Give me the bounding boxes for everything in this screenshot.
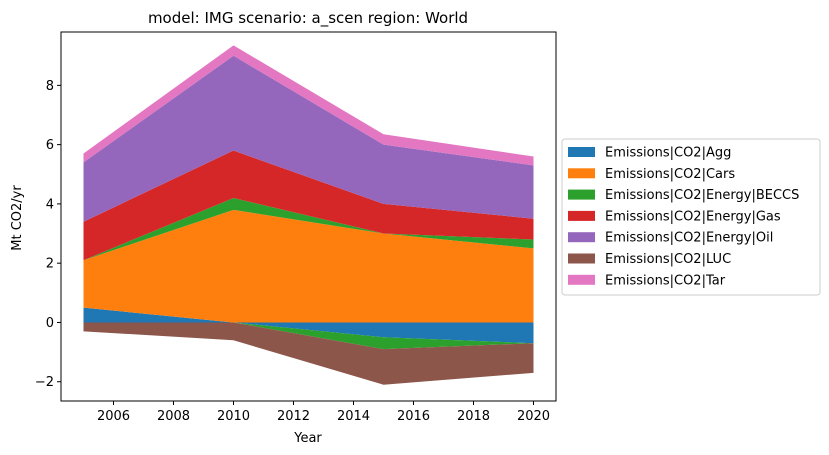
legend-label-co2-agg: Emissions|CO2|Agg [605,146,731,161]
y-tick-label: 8 [46,79,54,94]
x-axis-ticks: 2006 2008 2010 2012 2014 2016 2018 2020 [97,401,550,424]
area-co2-energy-oil-positive [83,55,534,222]
plot-frame [60,31,557,402]
area-co2-luc-negative [83,322,534,385]
legend-label-co2-energy-oil: Emissions|CO2|Energy|Oil [605,231,773,246]
legend-swatch-co2-agg [568,147,595,157]
area-co2-energy-beccs-negative [83,322,534,350]
y-axis-title: Mt CO2/yr [10,185,25,251]
chart-title: model: IMG scenario: a_scen region: Worl… [148,9,468,28]
x-tick-label: 2006 [97,409,130,424]
x-axis-title: Year [293,431,322,446]
legend-label-co2-energy-beccs: Emissions|CO2|Energy|BECCS [605,188,799,203]
x-tick-label: 2012 [277,409,310,424]
y-axis-ticks: −2 0 2 4 6 8 [35,79,61,390]
area-series-group [83,45,534,385]
y-tick-label: −2 [35,375,54,390]
x-tick-label: 2014 [337,409,370,424]
x-tick-label: 2008 [157,409,190,424]
legend-swatch-co2-luc [568,253,595,264]
x-tick-label: 2020 [517,409,550,424]
y-tick-label: 2 [46,257,54,272]
legend-swatch-co2-tar [568,274,595,285]
x-tick-label: 2016 [397,409,430,424]
x-tick-label: 2010 [217,409,250,424]
y-tick-label: 0 [46,316,54,331]
legend-label-co2-cars: Emissions|CO2|Cars [605,167,735,182]
legend: Emissions|CO2|Agg Emissions|CO2|Cars Emiss… [561,138,821,296]
x-tick-label: 2018 [457,409,490,424]
area-co2-cars-positive [83,209,534,323]
area-co2-tar-positive [83,45,534,166]
area-co2-agg-positive [83,307,534,323]
legend-swatch-co2-energy-beccs [568,189,595,200]
area-co2-agg-negative [83,322,534,344]
legend-label-co2-energy-gas: Emissions|CO2|Energy|Gas [605,209,781,224]
area-co2-energy-beccs-positive [83,197,534,261]
legend-swatch-co2-energy-gas [568,210,595,221]
legend-swatch-co2-energy-oil [568,232,595,243]
legend-box [561,138,821,296]
legend-swatch-co2-cars [568,168,595,179]
legend-label-co2-tar: Emissions|CO2|Tar [605,273,726,288]
area-co2-energy-gas-positive [83,150,534,261]
legend-label-co2-luc: Emissions|CO2|LUC [605,252,731,267]
y-tick-label: 6 [46,138,54,153]
y-tick-label: 4 [46,197,54,212]
